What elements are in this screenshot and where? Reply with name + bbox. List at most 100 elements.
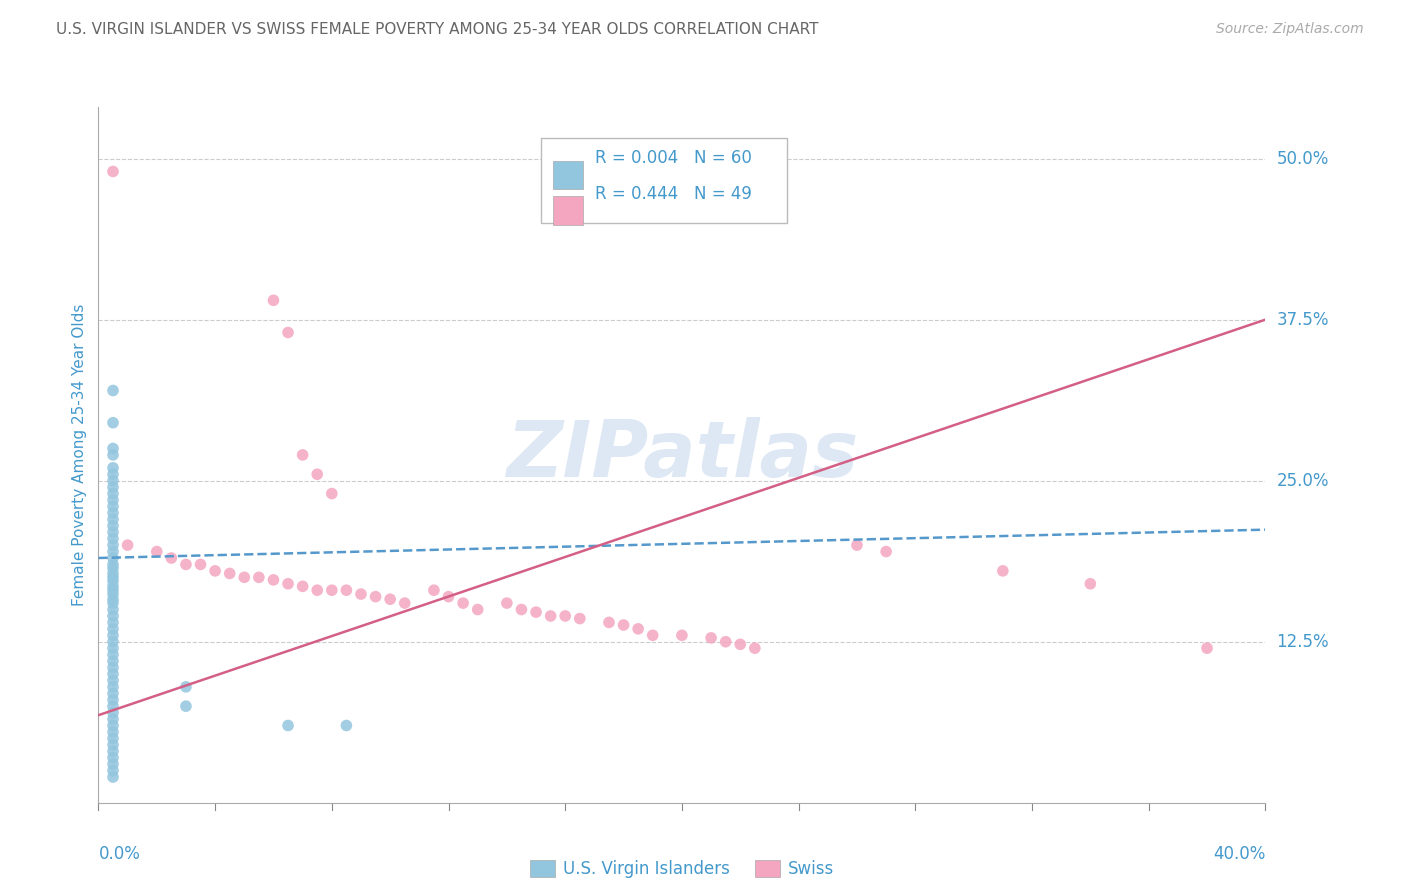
Point <box>101 680 124 694</box>
Point <box>101 506 124 520</box>
Point <box>101 686 124 700</box>
Point <box>101 757 124 772</box>
Point <box>101 770 124 784</box>
Point <box>101 493 124 508</box>
Text: 40.0%: 40.0% <box>1213 845 1265 863</box>
Point <box>321 486 343 500</box>
Point <box>204 564 226 578</box>
Point <box>101 660 124 674</box>
Point <box>728 637 751 651</box>
Point <box>101 738 124 752</box>
Point <box>598 615 620 630</box>
Point <box>174 699 197 714</box>
Point <box>101 699 124 714</box>
Point <box>101 628 124 642</box>
Point <box>101 561 124 575</box>
Point <box>262 293 284 308</box>
Point <box>233 570 256 584</box>
Point <box>101 467 124 482</box>
Point <box>495 596 517 610</box>
Point <box>378 592 402 607</box>
Point <box>350 587 373 601</box>
Point <box>845 538 868 552</box>
Point <box>174 558 197 572</box>
Point <box>991 564 1014 578</box>
Point <box>101 725 124 739</box>
Point <box>101 416 124 430</box>
Point <box>101 583 124 598</box>
Point <box>671 628 693 642</box>
Point <box>101 764 124 778</box>
Point <box>101 474 124 488</box>
Point <box>101 641 124 656</box>
Point <box>101 460 124 475</box>
Point <box>101 486 124 500</box>
Point <box>101 574 124 589</box>
Point <box>101 525 124 540</box>
Point <box>307 583 329 598</box>
Point <box>744 641 766 656</box>
Point <box>510 602 533 616</box>
Point <box>101 164 124 178</box>
Point <box>627 622 650 636</box>
Point <box>101 442 124 456</box>
Point <box>101 512 124 526</box>
Point <box>335 583 357 598</box>
Point <box>423 583 446 598</box>
Point <box>101 587 124 601</box>
Point <box>540 609 562 624</box>
Point <box>321 583 343 598</box>
Point <box>101 750 124 764</box>
Y-axis label: Female Poverty Among 25-34 Year Olds: Female Poverty Among 25-34 Year Olds <box>72 304 87 606</box>
Text: 12.5%: 12.5% <box>1277 632 1329 651</box>
Point <box>451 596 474 610</box>
Point <box>101 480 124 494</box>
Point <box>101 518 124 533</box>
Point <box>101 592 124 607</box>
Point <box>101 634 124 648</box>
Point <box>247 570 270 584</box>
Point <box>218 566 240 581</box>
Point <box>875 544 897 558</box>
Point <box>117 538 139 552</box>
Point <box>277 576 299 591</box>
Point <box>262 573 284 587</box>
Point <box>190 558 212 572</box>
Point <box>467 602 489 616</box>
Point <box>101 448 124 462</box>
Point <box>101 602 124 616</box>
Point <box>101 544 124 558</box>
Point <box>101 692 124 706</box>
Point <box>1080 576 1102 591</box>
Point <box>101 558 124 572</box>
Point <box>101 706 124 720</box>
Text: 37.5%: 37.5% <box>1277 310 1329 328</box>
Point <box>146 544 169 558</box>
Point <box>101 648 124 662</box>
Point <box>160 551 183 566</box>
Point <box>437 590 460 604</box>
Point <box>101 566 124 581</box>
Point <box>364 590 387 604</box>
Point <box>101 731 124 746</box>
Point <box>524 605 547 619</box>
Point <box>101 615 124 630</box>
Text: U.S. VIRGIN ISLANDER VS SWISS FEMALE POVERTY AMONG 25-34 YEAR OLDS CORRELATION C: U.S. VIRGIN ISLANDER VS SWISS FEMALE POV… <box>56 22 818 37</box>
Point <box>277 326 299 340</box>
Point <box>101 579 124 593</box>
Point <box>101 654 124 668</box>
Point <box>291 448 314 462</box>
Point <box>101 622 124 636</box>
Point <box>101 718 124 732</box>
Point <box>612 618 634 632</box>
Point <box>101 532 124 546</box>
Point <box>101 538 124 552</box>
Text: ZIPatlas: ZIPatlas <box>506 417 858 493</box>
Point <box>101 667 124 681</box>
Legend: U.S. Virgin Islanders, Swiss: U.S. Virgin Islanders, Swiss <box>523 854 841 885</box>
Point <box>101 744 124 758</box>
Point <box>101 384 124 398</box>
Point <box>101 596 124 610</box>
Point <box>641 628 664 642</box>
Point <box>307 467 329 482</box>
